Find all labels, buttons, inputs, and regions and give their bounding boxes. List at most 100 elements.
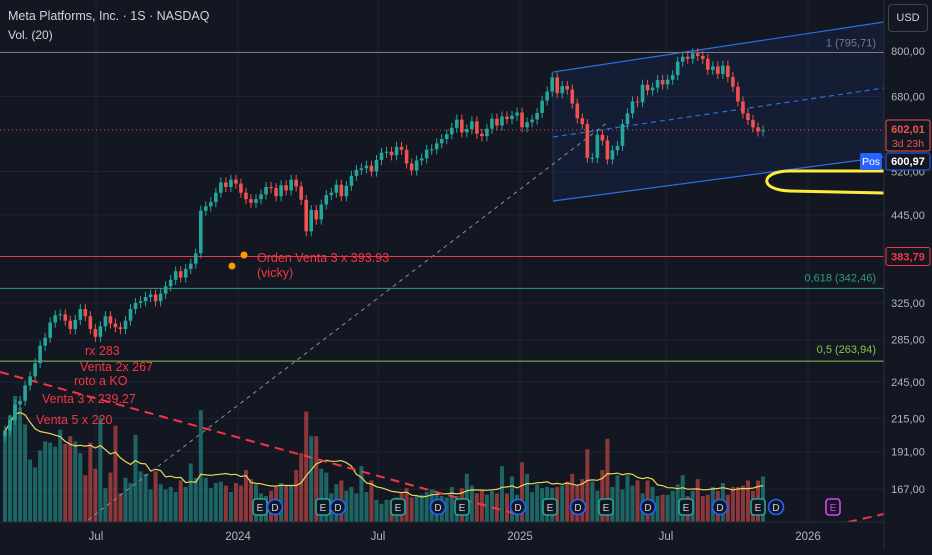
candle	[334, 179, 339, 198]
candle-body	[706, 58, 710, 70]
volume-bar	[173, 492, 178, 522]
candle	[364, 160, 369, 174]
order-marker	[228, 262, 236, 270]
candle-body	[700, 55, 705, 59]
volume-bar	[309, 436, 314, 522]
candle	[540, 95, 544, 119]
volume-bar	[188, 463, 193, 522]
regression-channel	[552, 21, 885, 202]
candle	[78, 304, 83, 325]
event-marker-label: D	[271, 503, 278, 514]
candle	[605, 135, 610, 165]
candle	[515, 107, 519, 121]
candle-body	[540, 100, 544, 113]
candle-body	[485, 128, 489, 137]
candle-body	[294, 179, 298, 187]
candle	[404, 144, 409, 169]
candle	[419, 153, 424, 166]
volume-bar	[108, 472, 113, 522]
event-marker: D	[329, 498, 347, 516]
volume-indicator-label[interactable]: Vol. (20)	[8, 28, 53, 42]
candle	[379, 147, 384, 165]
volume-bar	[23, 424, 28, 522]
candle-body	[349, 175, 354, 186]
candle-body	[183, 268, 188, 278]
candle	[138, 296, 143, 309]
candle	[716, 61, 720, 80]
candle-body	[660, 80, 665, 85]
candle	[53, 310, 57, 328]
candle	[43, 332, 47, 351]
volume-bar	[48, 442, 53, 522]
candle	[736, 81, 740, 107]
candle-body	[143, 297, 148, 302]
candle-body	[379, 152, 384, 160]
candle	[505, 111, 509, 125]
candle-body	[58, 314, 63, 316]
volume-bar	[153, 471, 158, 522]
currency-button[interactable]: USD	[888, 4, 928, 32]
candle	[675, 56, 680, 81]
event-marker: D	[266, 498, 284, 516]
candle-body	[198, 210, 203, 254]
event-marker-label: E	[683, 503, 690, 514]
candle	[640, 79, 645, 108]
candle	[319, 199, 324, 225]
earnings-marker-icon	[542, 498, 558, 516]
candle	[731, 72, 735, 92]
candle-body	[439, 139, 444, 144]
candle	[143, 292, 148, 307]
candle	[741, 96, 745, 119]
candle	[309, 205, 314, 237]
candle-body	[716, 66, 720, 74]
event-marker: E	[390, 498, 406, 516]
volume-bar	[635, 480, 640, 522]
candle	[615, 140, 620, 156]
candle-body	[680, 56, 685, 62]
annotation-text: Venta 5 x 220	[36, 413, 113, 427]
candle-body	[620, 124, 625, 146]
candle	[761, 125, 765, 137]
candle	[198, 205, 203, 259]
candle-body	[103, 316, 108, 327]
x-tick-label: Jul	[89, 531, 104, 543]
candle-body	[550, 77, 554, 92]
volume-bar	[585, 449, 590, 522]
candle	[630, 96, 635, 119]
candle-body	[128, 309, 133, 321]
volume-bar	[143, 473, 148, 522]
candle	[158, 288, 163, 307]
dividend-marker-icon	[509, 498, 527, 516]
candle-body	[500, 116, 504, 126]
candle	[118, 322, 123, 335]
last-price-label: 602,01	[891, 124, 925, 136]
volume-bar	[409, 497, 414, 522]
y-tick-label: 245,00	[891, 377, 925, 389]
volume-bar	[183, 486, 188, 522]
volume-bar	[740, 485, 745, 522]
dividend-marker-icon	[711, 498, 729, 516]
candle-body	[244, 192, 248, 200]
candle	[264, 181, 268, 200]
volume-bar	[203, 477, 208, 522]
volume-bar	[444, 497, 449, 522]
candle-body	[555, 77, 559, 94]
candle-body	[424, 149, 429, 159]
candle-body	[53, 315, 57, 323]
volume-bar	[8, 415, 13, 522]
candle-body	[399, 146, 404, 150]
candle-body	[73, 319, 78, 330]
volume-bar	[540, 488, 545, 522]
time-axis: Jul 2024 Jul 2025 Jul 2026	[0, 521, 932, 550]
candle	[163, 281, 168, 299]
candle	[535, 107, 539, 125]
candle	[284, 180, 288, 196]
event-marker-label: D	[772, 503, 779, 514]
volume-bar	[464, 473, 469, 522]
candle-body	[158, 293, 163, 302]
candle	[595, 129, 600, 163]
volume-bar	[38, 450, 43, 522]
symbol-title[interactable]: Meta Platforms, Inc. · 1S · NASDAQ	[8, 9, 210, 23]
